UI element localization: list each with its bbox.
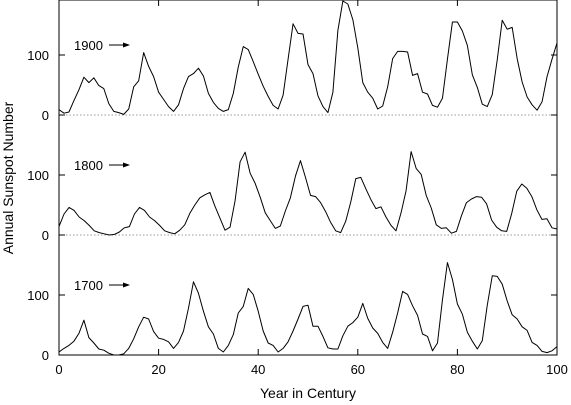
x-tick-label: 80 (450, 362, 464, 377)
x-tick-label: 0 (55, 362, 62, 377)
arrow-head-1700 (123, 282, 130, 288)
x-tick-label: 60 (351, 362, 365, 377)
x-axis-title: Year in Century (260, 385, 356, 401)
y-tick-label: 0 (42, 348, 49, 363)
y-axis-ticks: 0 100 0 100 0 100 (27, 48, 557, 363)
y-axis-title: Annual Sunspot Number (0, 101, 16, 254)
series-group (58, 0, 558, 356)
series-line-1800 (58, 151, 558, 236)
panel-baselines (59, 114, 557, 236)
century-label-1900: 1900 (74, 38, 103, 53)
y-tick-label: 100 (27, 288, 49, 303)
arrow-head-1800 (123, 162, 130, 168)
series-line-1900 (58, 0, 558, 115)
x-tick-label: 20 (151, 362, 165, 377)
y-tick-label: 0 (42, 108, 49, 123)
century-label-1700: 1700 (74, 278, 103, 293)
arrow-head-1900 (123, 42, 130, 48)
century-label-1800: 1800 (74, 158, 103, 173)
x-tick-label: 40 (251, 362, 265, 377)
series-line-1700 (58, 262, 558, 356)
y-tick-label: 100 (27, 168, 49, 183)
century-labels: 1900 1800 1700 (74, 38, 130, 293)
x-tick-label: 100 (546, 362, 568, 377)
y-tick-label: 0 (42, 228, 49, 243)
plot-frame (58, 0, 558, 356)
y-tick-label: 100 (27, 48, 49, 63)
x-axis-ticks: 0 20 40 60 80 100 (55, 0, 568, 377)
